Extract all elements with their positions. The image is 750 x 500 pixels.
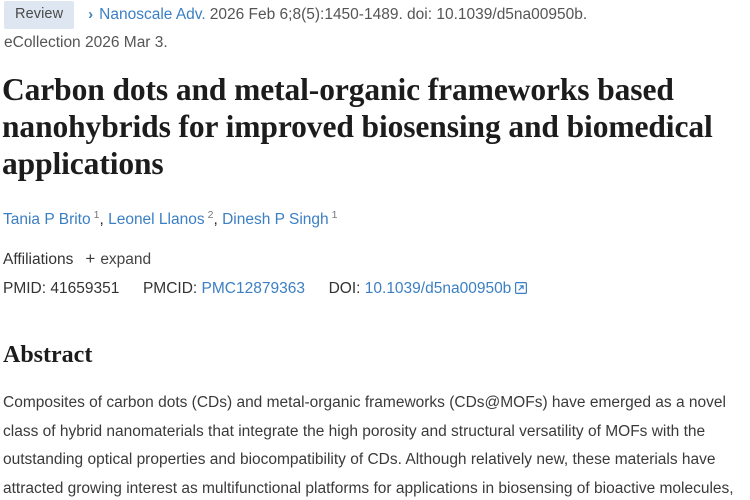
author-item: Dinesh P Singh 1 xyxy=(222,209,338,229)
external-link-icon xyxy=(515,281,528,295)
author-separator: , xyxy=(213,211,218,229)
author-affiliation-marker[interactable]: 1 xyxy=(331,209,338,221)
chevron-right-icon: › xyxy=(88,5,94,23)
citation-row: Review › Nanoscale Adv. 2026 Feb 6;8(5):… xyxy=(0,0,750,29)
author-item: Leonel Llanos 2, xyxy=(108,209,218,229)
doi-link[interactable]: 10.1039/d5na00950b xyxy=(365,280,528,297)
pmcid-label: PMCID: xyxy=(142,280,198,298)
doi-label: DOI: xyxy=(328,280,361,298)
author-separator: , xyxy=(99,211,104,229)
identifiers-row: PMID: 41659351 PMCID: PMC12879363 DOI: 1… xyxy=(3,280,750,298)
plus-icon: + xyxy=(85,249,96,269)
citation-details: 2026 Feb 6;8(5):1450-1489. doi: 10.1039/… xyxy=(209,6,588,23)
journal-link[interactable]: Nanoscale Adv. xyxy=(99,6,206,23)
expand-label: expand xyxy=(100,251,152,269)
author-link[interactable]: Leonel Llanos xyxy=(108,211,205,229)
abstract-text: Composites of carbon dots (CDs) and meta… xyxy=(3,394,734,497)
doi-value: 10.1039/d5na00950b xyxy=(364,280,512,298)
pmid-value: 41659351 xyxy=(50,280,120,298)
author-link[interactable]: Tania P Brito xyxy=(3,211,91,229)
expand-affiliations-button[interactable]: + expand xyxy=(85,250,151,269)
publication-type-badge[interactable]: Review xyxy=(4,1,75,29)
pmcid-link[interactable]: PMC12879363 xyxy=(201,280,305,298)
author-affiliation-marker[interactable]: 1 xyxy=(93,209,100,221)
author-affiliation-marker[interactable]: 2 xyxy=(207,209,214,221)
page-title: Carbon dots and metal-organic frameworks… xyxy=(2,72,713,181)
affiliations-label: Affiliations xyxy=(3,251,74,269)
affiliations-row: Affiliations + expand xyxy=(3,250,750,269)
author-link[interactable]: Dinesh P Singh xyxy=(222,211,329,229)
abstract-heading: Abstract xyxy=(3,342,93,369)
author-item: Tania P Brito 1, xyxy=(3,209,104,229)
pmid-label: PMID: xyxy=(3,280,47,298)
ecollection-line: eCollection 2026 Mar 3. xyxy=(4,34,168,51)
author-list: Tania P Brito 1, Leonel Llanos 2, Dinesh P… xyxy=(3,204,750,231)
